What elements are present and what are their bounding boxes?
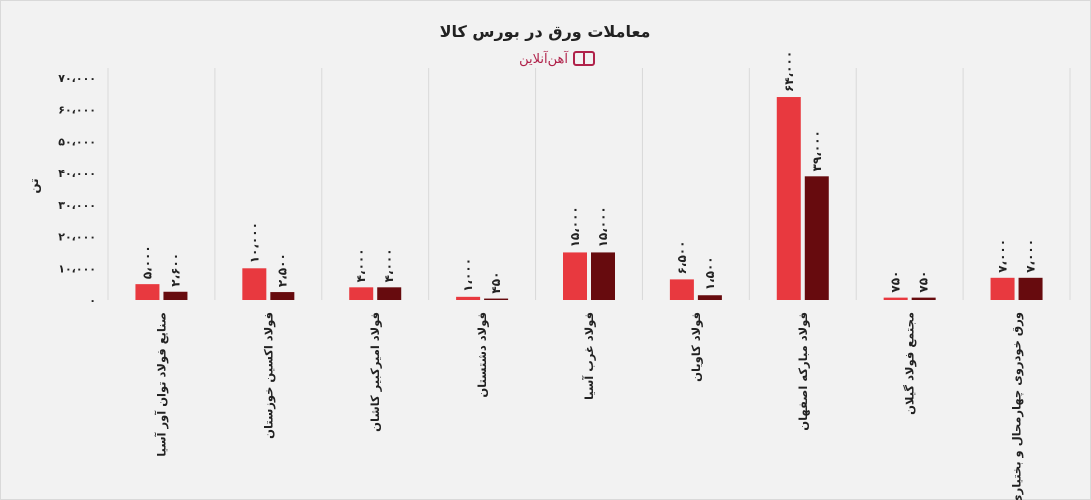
y-axis-label: تن [27, 178, 41, 193]
bar [484, 298, 509, 300]
data-label: ۶،۵۰۰ [675, 241, 689, 275]
data-label: ۴،۰۰۰ [354, 248, 368, 282]
data-label: ۴،۰۰۰ [382, 248, 396, 282]
y-tick-label: ۰ [89, 294, 96, 307]
bar [804, 176, 829, 300]
bar [163, 291, 188, 300]
bar [911, 297, 936, 300]
category-label: صنایع فولاد توان آور آسیا [154, 312, 169, 457]
bar [669, 279, 694, 300]
plot-area: ۰ ۱۰،۰۰۰ ۲۰،۰۰۰ ۳۰،۰۰۰ ۴۰،۰۰۰ ۵۰،۰۰۰ ۶۰،۰۰۰ ۷۰،… [58, 51, 1071, 500]
bar [563, 252, 587, 300]
category-label: ورق خودروی چهارمحال و بختیاری [1010, 312, 1025, 500]
data-label: ۲،۵۰۰ [275, 253, 289, 287]
y-tick-label: ۱۰،۰۰۰ [58, 262, 96, 275]
chart-subtitle: آهن‌آنلاین [519, 50, 569, 67]
data-label: ۷۵۰ [889, 271, 903, 293]
chart-title: معاملات ورق در بورس کالا [440, 22, 651, 41]
data-label: ۱،۰۰۰ [461, 258, 475, 292]
data-label: ۱۵،۰۰۰ [596, 206, 610, 247]
category-label: فولاد غرب آسیا [582, 312, 597, 400]
bar [697, 295, 722, 300]
y-tick-label: ۶۰،۰۰۰ [58, 104, 96, 117]
bar [1018, 277, 1043, 300]
data-label: ۴۵۰ [489, 272, 503, 294]
category-label: فولاد مبارکه اصفهان [796, 312, 811, 431]
bar [349, 287, 374, 300]
bar [990, 277, 1015, 300]
bar [270, 292, 295, 300]
category-label: فولاد کاویان [689, 312, 704, 382]
category-label: فولاد امیرکبیر کاشان [368, 312, 383, 432]
data-label: ۷،۰۰۰ [1024, 239, 1038, 273]
category-label: فولاد اکسین خوزستان [261, 312, 276, 439]
y-tick-label: ۷۰،۰۰۰ [58, 72, 96, 85]
category-label: فولاد دشتستان [475, 312, 490, 398]
bar [591, 252, 615, 300]
y-tick-label: ۳۰،۰۰۰ [58, 199, 96, 212]
y-tick-label: ۲۰،۰۰۰ [58, 231, 96, 244]
data-label: ۷،۰۰۰ [996, 239, 1010, 273]
bar [456, 296, 481, 300]
logo: آهن‌آنلاین [519, 50, 595, 67]
data-label: ۶۴،۰۰۰ [782, 51, 796, 92]
bar [242, 268, 267, 300]
y-tick-label: ۵۰،۰۰۰ [58, 135, 96, 148]
data-label: ۱،۵۰۰ [703, 256, 717, 290]
bar [883, 297, 908, 300]
bar [776, 97, 801, 301]
data-label: ۱۰،۰۰۰ [247, 222, 261, 263]
data-label: ۲،۶۰۰ [168, 253, 182, 287]
data-label: ۷۵۰ [917, 271, 931, 293]
data-label: ۱۵،۰۰۰ [568, 206, 582, 247]
data-label: ۵،۰۰۰ [140, 245, 154, 279]
data-label: ۳۹،۰۰۰ [810, 130, 824, 171]
category-label: مجتمع فولاد گیلان [903, 312, 918, 415]
bar [135, 284, 160, 300]
bar [377, 287, 402, 300]
y-tick-label: ۴۰،۰۰۰ [58, 167, 96, 180]
